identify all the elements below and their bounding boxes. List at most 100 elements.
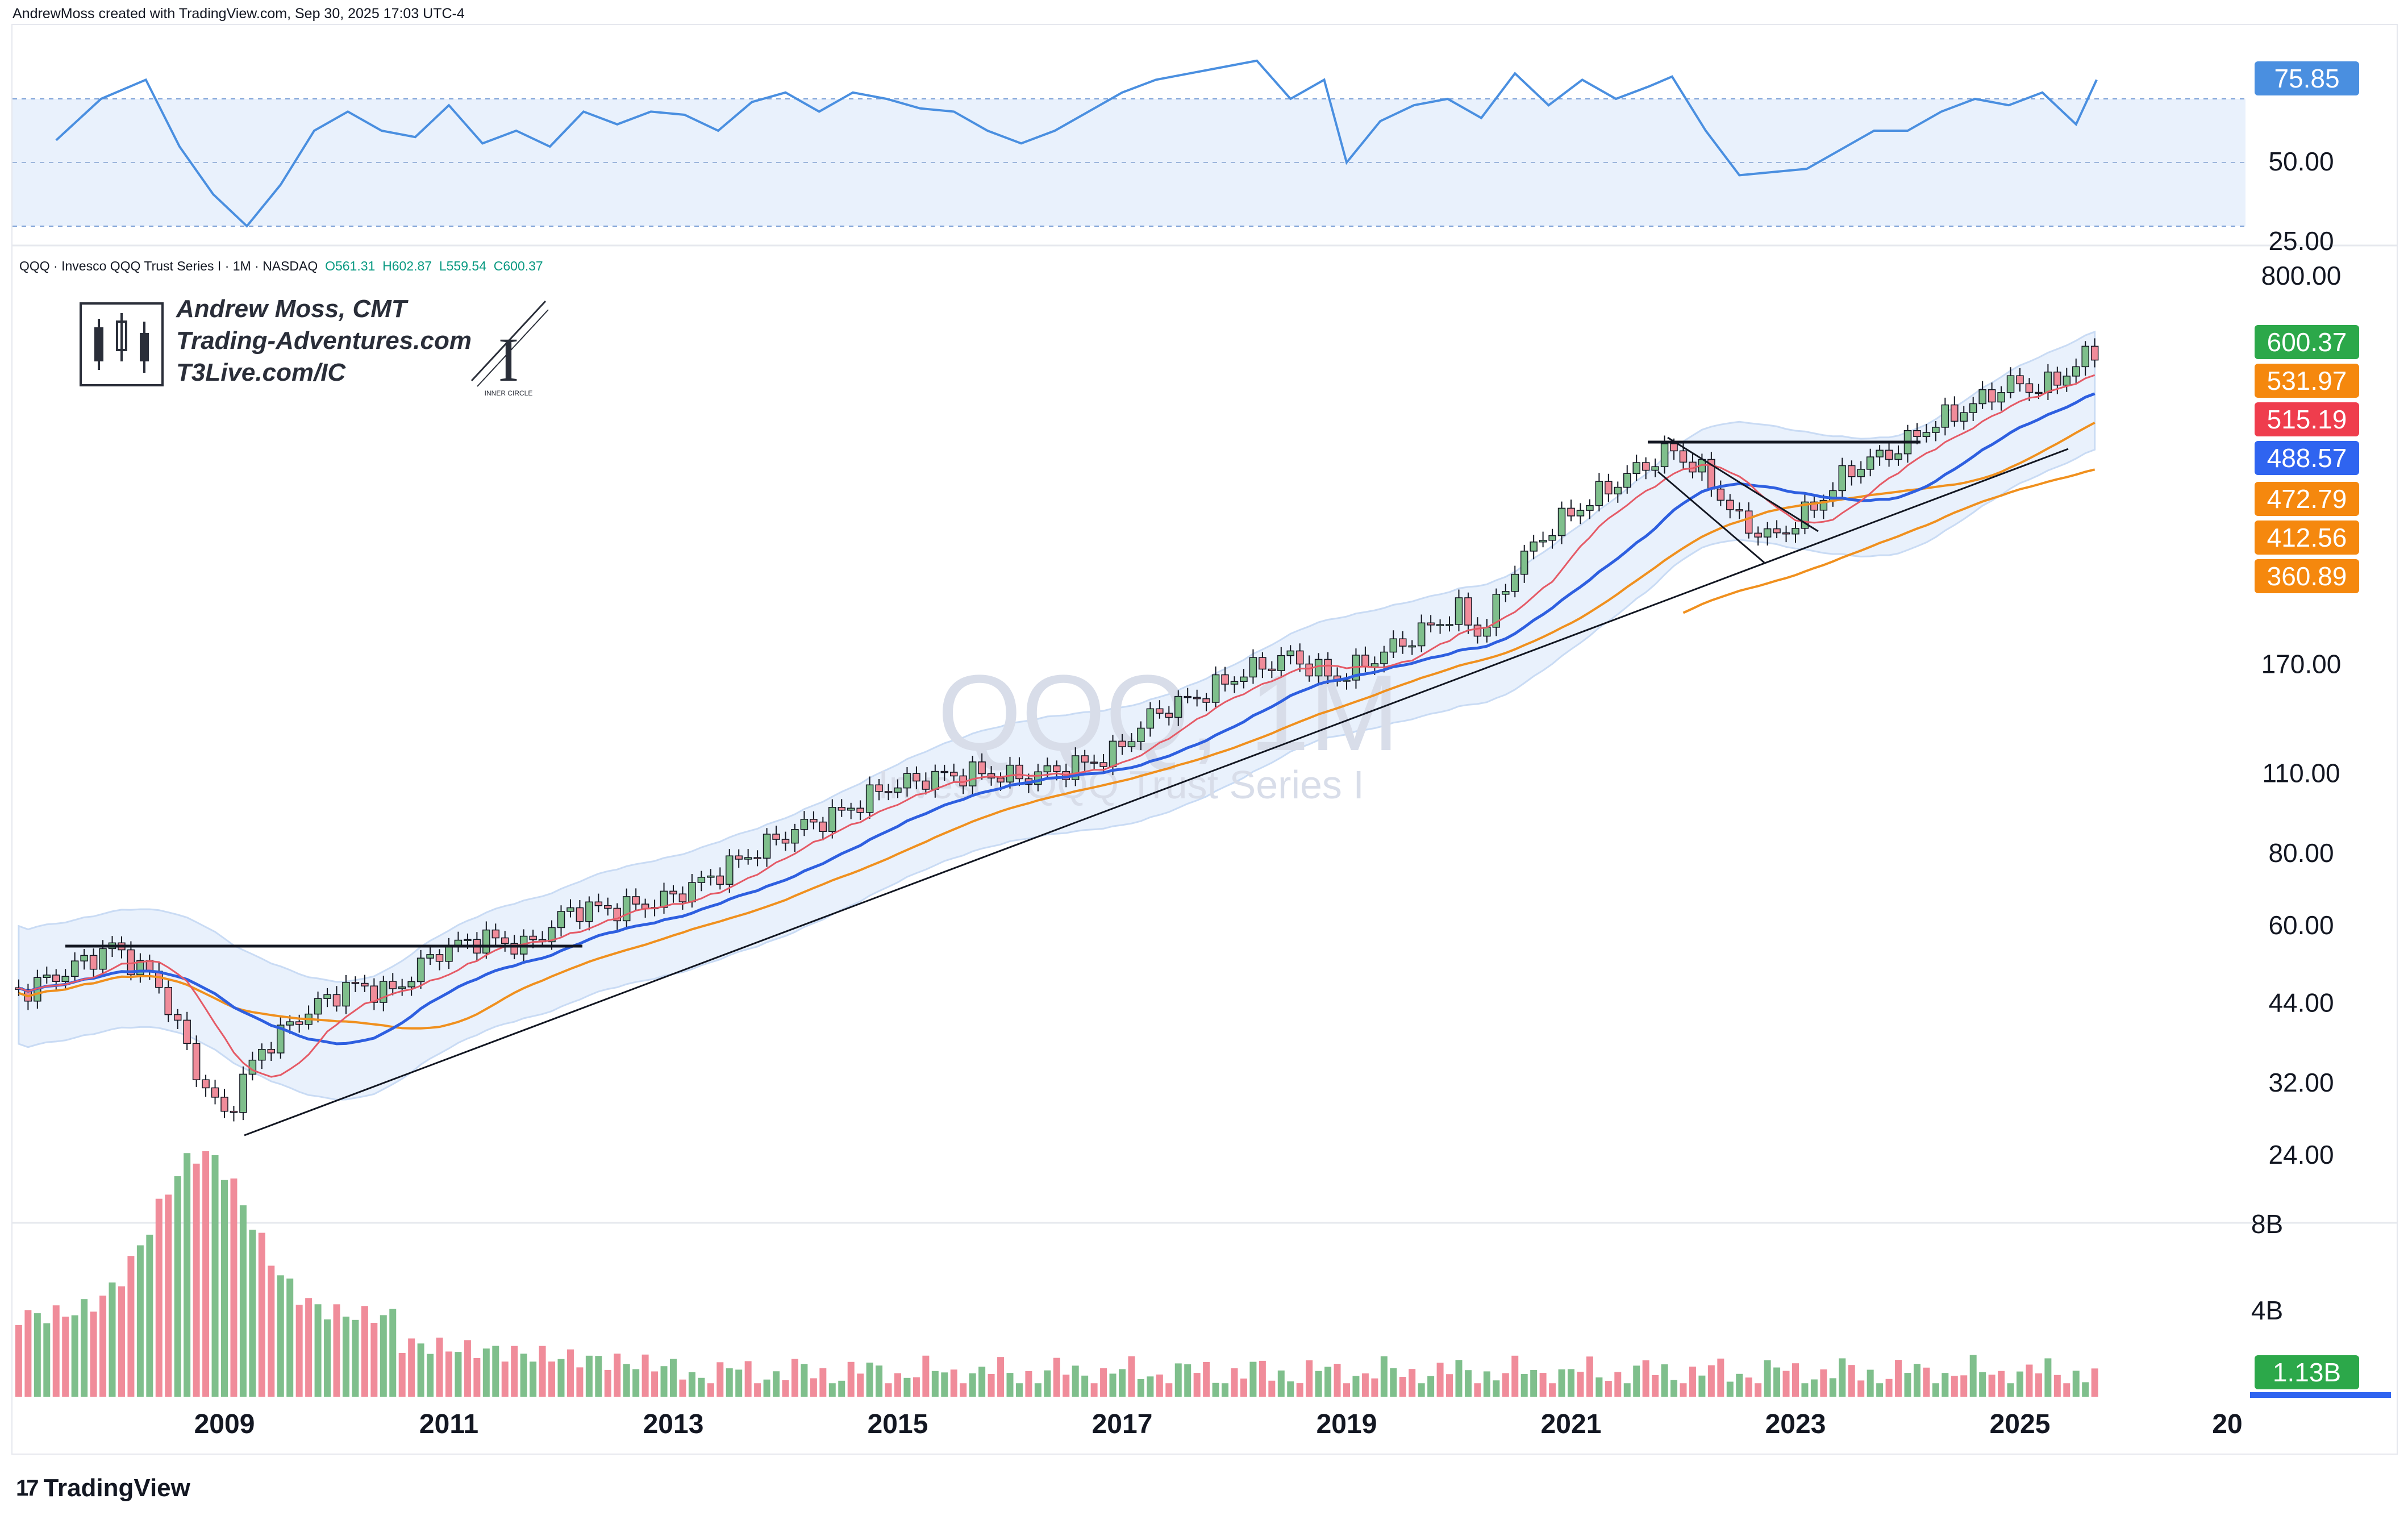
candle-body — [585, 901, 593, 922]
support-trendline[interactable] — [244, 448, 2069, 1136]
candle-body — [1651, 466, 1659, 471]
volume-bar — [277, 1275, 284, 1397]
price-tick: 110.00 — [2262, 758, 2340, 788]
trendlines[interactable] — [65, 436, 2069, 1136]
volume-bar — [1689, 1366, 1696, 1397]
volume-bar — [1782, 1371, 1790, 1397]
volume-bar — [1081, 1375, 1089, 1397]
ma-orange-slow — [1682, 468, 2095, 614]
volume-bar — [539, 1346, 546, 1397]
candle-body — [286, 1021, 294, 1026]
price-panel: QQQ, 1M Invesco QQQ Trust Series I 800.0… — [15, 261, 2341, 1169]
volume-bar — [1352, 1376, 1360, 1397]
wedge-upper[interactable] — [1657, 470, 1765, 564]
candle-body — [370, 985, 378, 1003]
volume-bar — [1464, 1370, 1472, 1397]
candle-body — [1754, 532, 1762, 538]
candle-body — [1951, 404, 1959, 422]
price-tag: 600.37 — [2255, 325, 2359, 359]
candle-body — [99, 948, 107, 970]
candle-body — [744, 857, 752, 860]
volume-bar — [352, 1319, 359, 1397]
volume-bar — [1222, 1383, 1229, 1397]
candle-body — [978, 761, 986, 775]
candle-body — [1530, 542, 1538, 552]
volume-bar — [1418, 1383, 1425, 1397]
candle-body — [230, 1110, 238, 1113]
volume-bar — [1502, 1373, 1509, 1397]
volume-bar — [127, 1256, 135, 1397]
candle-body — [894, 787, 902, 793]
candle-body — [913, 773, 920, 782]
candles-logo-icon — [80, 302, 164, 386]
volume-bar — [1520, 1374, 1528, 1397]
candle-body — [548, 927, 556, 943]
candle-body — [1595, 481, 1603, 506]
volume-bar — [361, 1306, 368, 1397]
volume-scroll-bar[interactable] — [2250, 1392, 2391, 1398]
volume-bar — [398, 1352, 406, 1397]
inner-circle-badge-icon: I INNER CIRCLE — [466, 295, 551, 398]
volume-bar — [211, 1155, 219, 1397]
volume-bar — [1942, 1373, 1949, 1397]
candle-body — [1605, 481, 1613, 495]
time-tick: 2017 — [1092, 1409, 1153, 1439]
volume-bar — [847, 1361, 855, 1397]
candle-body — [389, 981, 397, 989]
volume-bar — [726, 1368, 733, 1397]
volume-bar — [1371, 1378, 1378, 1397]
candle-body — [828, 807, 836, 832]
candle-body — [2035, 392, 2043, 394]
volume-bar — [894, 1373, 901, 1397]
volume-bar — [1324, 1367, 1332, 1397]
volume-bar — [566, 1349, 574, 1397]
candle-body — [1427, 622, 1435, 626]
candle-body — [1464, 597, 1472, 626]
candle-body — [1763, 528, 1772, 538]
volume-bar — [885, 1383, 892, 1397]
volume-bar — [876, 1365, 883, 1397]
candle-body — [1127, 741, 1136, 747]
candle-body — [2090, 345, 2099, 361]
volume-bar — [941, 1372, 948, 1397]
time-tick: 2021 — [1541, 1409, 1602, 1439]
rsi-value-tag: 75.85 — [2255, 61, 2359, 95]
volume-bar — [1446, 1374, 1453, 1397]
wedge-lower[interactable] — [1667, 436, 1819, 532]
volume-bar — [445, 1351, 452, 1397]
candle-body — [1015, 764, 1023, 780]
volume-bar — [1530, 1370, 1538, 1397]
volume-bar — [1586, 1356, 1593, 1397]
candle-body — [1268, 668, 1276, 671]
volume-bar — [931, 1371, 939, 1397]
volume-bar — [501, 1361, 509, 1397]
volume-bar — [576, 1367, 584, 1397]
candle-body — [772, 834, 780, 840]
volume-bar — [1829, 1378, 1836, 1397]
candle-body — [2072, 366, 2080, 377]
candle-body — [2063, 376, 2071, 386]
price-tick: 800.00 — [2261, 261, 2342, 290]
volume-bar — [1184, 1364, 1191, 1397]
candle-body — [1259, 657, 1267, 670]
volume-bar — [707, 1383, 714, 1397]
volume-bar — [1670, 1380, 1678, 1397]
volume-bar — [1792, 1363, 1799, 1397]
volume-bar — [520, 1354, 527, 1397]
candle-body — [557, 911, 565, 928]
candle-body — [1305, 663, 1313, 677]
candle-body — [735, 855, 743, 860]
volume-bar — [90, 1311, 97, 1397]
ma-red — [18, 374, 2095, 1078]
volume-bar — [1493, 1380, 1500, 1397]
volume-bar — [1156, 1374, 1163, 1397]
rsi-tick-50: 50.00 — [2268, 147, 2334, 176]
candle-body — [865, 784, 874, 813]
volume-bar — [1876, 1383, 1884, 1397]
candle-body — [604, 905, 612, 909]
volume-bar — [1960, 1375, 1968, 1397]
candle-body — [1361, 655, 1369, 668]
volume-bar — [1642, 1360, 1649, 1397]
tradingview-brand[interactable]: 17 TradingView — [16, 1474, 190, 1502]
